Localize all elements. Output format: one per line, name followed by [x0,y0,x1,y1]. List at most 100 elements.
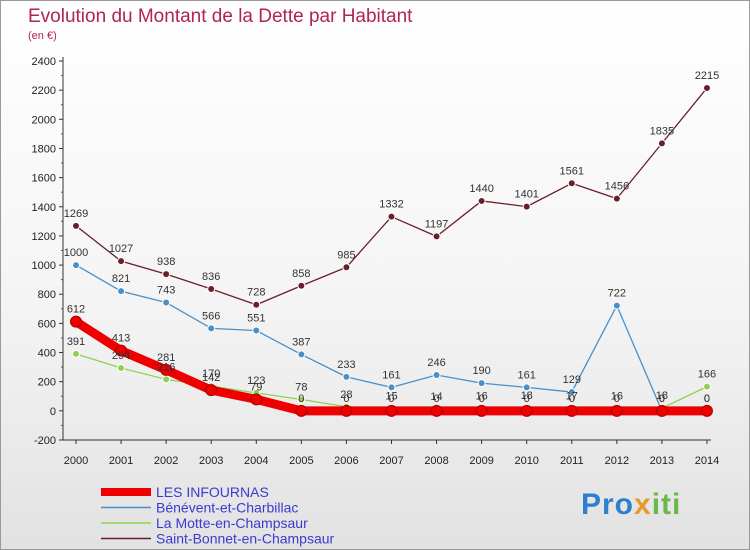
data-label-1: 0 [704,393,710,405]
series-point-0 [207,284,216,293]
series-point-2 [162,375,171,384]
y-tick-label: 800 [38,289,56,301]
x-tick-label: 2007 [379,455,403,467]
series-point-3 [700,404,713,417]
x-tick-label: 2010 [514,455,538,467]
x-tick-label: 2003 [199,455,223,467]
series-point-0 [702,83,711,92]
series-point-3 [295,404,308,417]
data-label-0: 728 [247,287,265,299]
series-point-0 [297,281,306,290]
data-label-1: 233 [337,359,355,371]
data-label-3: 281 [157,352,175,364]
y-tick-label: 2200 [32,85,56,97]
series-point-1 [117,287,126,296]
x-tick-label: 2005 [289,455,313,467]
data-label-1: 161 [518,369,536,381]
data-label-2: 78 [295,381,307,393]
data-label-3: 413 [112,333,130,345]
data-label-1: 821 [112,273,130,285]
legend-label: LES INFOURNAS [156,484,269,500]
series-point-1 [162,298,171,307]
legend-label: Bénévent-et-Charbillac [156,500,298,516]
series-point-1 [432,370,441,379]
data-label-0: 2215 [695,70,719,82]
data-label-1: 387 [292,336,310,348]
data-label-3: 0 [704,393,710,405]
data-label-3: 0 [659,393,665,405]
x-tick-label: 2006 [334,455,358,467]
data-label-0: 1401 [514,189,538,201]
data-label-3: 612 [67,304,85,316]
series-point-3 [70,315,82,328]
data-label-1: 566 [202,310,220,322]
data-label-1: 161 [382,369,400,381]
y-tick-label: 1800 [32,143,56,155]
series-point-2 [297,395,306,404]
data-label-2: 123 [247,375,265,387]
data-label-0: 938 [157,256,175,268]
series-point-0 [522,202,531,211]
y-tick-label: 1400 [32,202,56,214]
series-point-0 [612,194,621,203]
series-point-3 [610,404,623,417]
legend-label: La Motte-en-Champsaur [156,515,308,531]
series-point-1 [342,372,351,381]
chart-subtitle: (en €) [28,30,57,42]
series-point-0 [657,139,666,148]
data-label-0: 1456 [605,181,629,193]
y-tick-label: 2000 [32,114,56,126]
series-point-3 [565,404,578,417]
series-point-1 [612,301,621,310]
data-label-3: 142 [202,372,220,384]
x-tick-label: 2008 [424,455,448,467]
data-label-0: 1835 [650,125,674,137]
series-point-0 [72,221,80,230]
y-tick-label: -200 [34,435,56,447]
x-tick-label: 2009 [469,455,493,467]
data-label-3: 0 [479,393,485,405]
y-tick-label: 2400 [32,56,56,68]
series-point-0 [252,300,261,309]
data-label-2: 28 [340,389,352,401]
series-point-2 [702,382,711,391]
series-point-1 [522,383,531,392]
data-label-2: 391 [67,336,85,348]
series-point-0 [432,232,441,241]
data-label-0: 836 [202,271,220,283]
data-label-1: 190 [472,365,490,377]
data-label-3: 0 [298,393,304,405]
data-label-2: 294 [112,350,130,362]
x-tick-label: 2013 [650,455,674,467]
series-point-0 [387,212,396,221]
series-point-3 [520,404,533,417]
series-point-0 [477,196,486,205]
data-label-0: 1197 [425,218,449,230]
y-tick-label: 1200 [32,231,56,243]
x-tick-label: 2012 [605,455,629,467]
data-label-0: 1440 [469,183,493,195]
series-point-0 [567,179,576,188]
data-label-1: 129 [563,374,581,386]
series-point-1 [207,324,216,333]
data-label-3: 0 [614,393,620,405]
data-label-2: 216 [157,361,175,373]
series-point-0 [342,263,351,272]
series-point-1 [477,379,486,388]
data-label-0: 1269 [64,208,88,220]
data-label-3: 0 [343,393,349,405]
y-tick-label: 600 [38,318,56,330]
x-tick-label: 2011 [560,455,584,467]
data-label-2: 18 [521,390,533,402]
proxiti-logo: Proxiti [581,488,681,522]
logo-part-iti: iti [651,488,682,521]
series-point-1 [252,326,261,335]
series-point-1 [297,350,306,359]
data-label-3: 0 [569,393,575,405]
data-label-3: 0 [524,393,530,405]
series-point-3 [205,384,218,397]
data-label-3: 0 [388,393,394,405]
series-point-3 [160,363,173,376]
logo-part-x: x [634,488,652,521]
